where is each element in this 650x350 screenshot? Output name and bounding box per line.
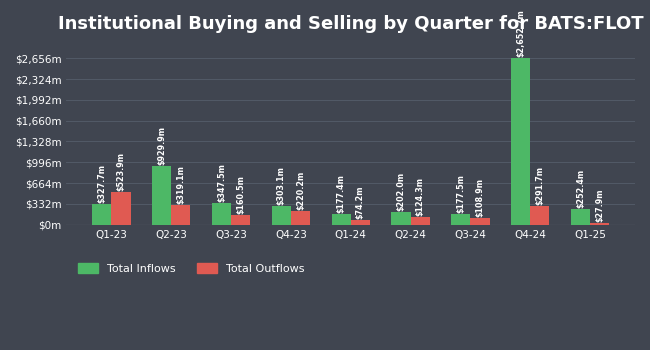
Text: $929.9m: $929.9m bbox=[157, 126, 166, 166]
Bar bbox=[111, 192, 131, 225]
Bar bbox=[391, 212, 411, 225]
Text: $347.5m: $347.5m bbox=[217, 163, 226, 202]
Text: $177.5m: $177.5m bbox=[456, 174, 465, 213]
Text: $27.9m: $27.9m bbox=[595, 189, 604, 222]
Title: Institutional Buying and Selling by Quarter for BATS:FLOT: Institutional Buying and Selling by Quar… bbox=[58, 15, 644, 33]
Bar bbox=[152, 166, 172, 225]
Bar bbox=[231, 215, 250, 225]
Bar bbox=[571, 209, 590, 225]
Text: $160.5m: $160.5m bbox=[236, 175, 245, 214]
Legend: Total Inflows, Total Outflows: Total Inflows, Total Outflows bbox=[78, 263, 305, 274]
Text: $327.7m: $327.7m bbox=[98, 164, 107, 203]
Bar bbox=[332, 214, 351, 225]
Text: $124.3m: $124.3m bbox=[415, 177, 424, 216]
Text: $74.2m: $74.2m bbox=[356, 186, 365, 219]
Text: $252.4m: $252.4m bbox=[576, 169, 585, 208]
Bar bbox=[411, 217, 430, 225]
Bar bbox=[272, 206, 291, 225]
Bar bbox=[471, 218, 489, 225]
Text: $108.9m: $108.9m bbox=[475, 178, 484, 217]
Text: $220.2m: $220.2m bbox=[296, 171, 305, 210]
Bar bbox=[590, 223, 609, 225]
Text: $177.4m: $177.4m bbox=[337, 174, 346, 213]
Bar bbox=[172, 205, 190, 225]
Text: $291.7m: $291.7m bbox=[535, 167, 544, 205]
Text: $2,652.7m: $2,652.7m bbox=[516, 10, 525, 57]
Bar bbox=[212, 203, 231, 225]
Bar bbox=[291, 211, 310, 225]
Bar bbox=[92, 204, 111, 225]
Bar bbox=[351, 220, 370, 225]
Text: $319.1m: $319.1m bbox=[176, 165, 185, 204]
Text: $202.0m: $202.0m bbox=[396, 172, 406, 211]
Text: $303.1m: $303.1m bbox=[277, 166, 286, 205]
Bar bbox=[451, 214, 471, 225]
Bar bbox=[511, 58, 530, 225]
Bar bbox=[530, 206, 549, 225]
Text: $523.9m: $523.9m bbox=[116, 152, 125, 191]
